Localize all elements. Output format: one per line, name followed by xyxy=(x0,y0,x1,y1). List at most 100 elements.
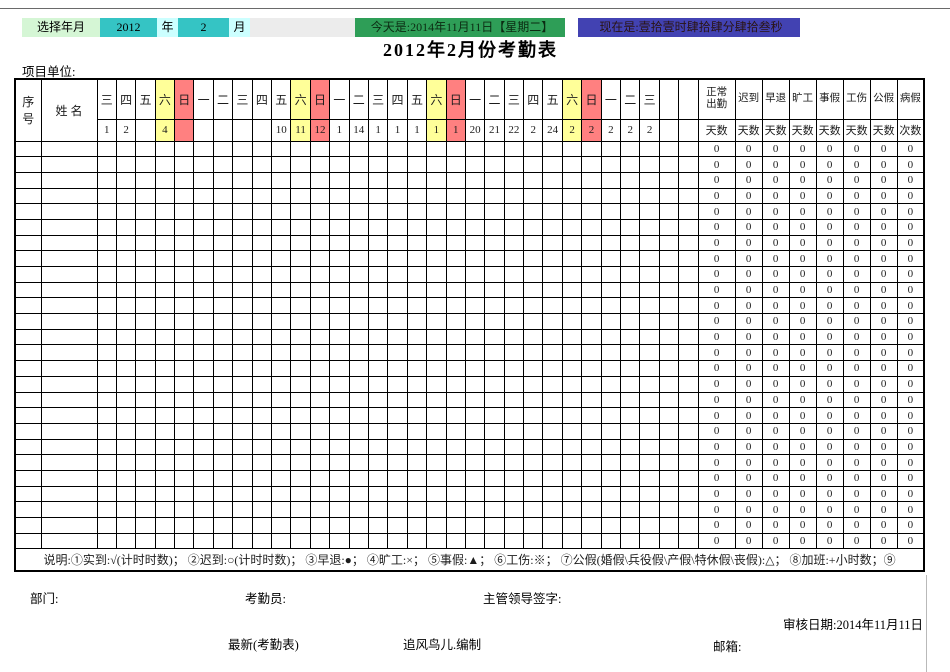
stat-value-cell[interactable]: 0 xyxy=(761,281,790,299)
day-mark-cell[interactable] xyxy=(271,375,292,393)
day-mark-cell[interactable] xyxy=(445,297,466,315)
day-mark-cell[interactable] xyxy=(464,454,486,471)
name-cell[interactable] xyxy=(40,234,98,252)
day-mark-cell[interactable] xyxy=(232,266,253,283)
day-mark-cell[interactable] xyxy=(406,344,428,362)
day-mark-cell[interactable] xyxy=(561,422,583,440)
day-mark-cell[interactable] xyxy=(561,469,583,487)
day-mark-cell[interactable] xyxy=(445,517,466,534)
day-mark-cell[interactable] xyxy=(348,407,369,424)
day-mark-cell[interactable] xyxy=(212,250,234,267)
day-mark-cell[interactable] xyxy=(348,532,369,550)
day-mark-cell[interactable] xyxy=(271,422,292,440)
day-mark-cell[interactable] xyxy=(271,517,292,534)
stat-value-cell[interactable]: 0 xyxy=(734,469,763,487)
day-mark-cell[interactable] xyxy=(464,250,486,267)
day-mark-cell[interactable] xyxy=(251,438,273,456)
stat-value-cell[interactable]: 0 xyxy=(869,250,898,267)
stat-value-cell[interactable]: 0 xyxy=(761,344,790,362)
day-mark-cell[interactable] xyxy=(658,454,680,471)
day-mark-cell[interactable] xyxy=(309,171,331,189)
stat-value-cell[interactable]: 0 xyxy=(842,250,871,267)
day-mark-cell[interactable] xyxy=(367,281,389,299)
day-mark-cell[interactable] xyxy=(503,250,525,267)
day-mark-cell[interactable] xyxy=(115,407,137,424)
day-mark-cell[interactable] xyxy=(503,187,525,205)
day-mark-cell[interactable] xyxy=(96,234,117,252)
day-mark-cell[interactable] xyxy=(193,407,214,424)
name-cell[interactable] xyxy=(40,156,98,173)
stat-value-cell[interactable]: 0 xyxy=(788,234,817,252)
day-mark-cell[interactable] xyxy=(600,485,622,503)
day-mark-cell[interactable] xyxy=(174,328,195,346)
day-mark-cell[interactable] xyxy=(387,203,408,220)
day-mark-cell[interactable] xyxy=(503,344,525,362)
day-mark-cell[interactable] xyxy=(290,438,311,456)
day-mark-cell[interactable] xyxy=(329,250,350,267)
weekday-header-cell[interactable]: 六 xyxy=(290,78,311,120)
day-mark-cell[interactable] xyxy=(503,454,525,471)
day-mark-cell[interactable] xyxy=(426,532,447,550)
day-mark-cell[interactable] xyxy=(232,375,253,393)
day-mark-cell[interactable] xyxy=(367,203,389,220)
day-mark-cell[interactable] xyxy=(464,313,486,330)
day-mark-cell[interactable] xyxy=(367,187,389,205)
day-mark-cell[interactable] xyxy=(367,266,389,283)
day-mark-cell[interactable] xyxy=(232,313,253,330)
stat-unit-cell[interactable]: 天数 xyxy=(842,118,871,142)
day-mark-cell[interactable] xyxy=(658,407,680,424)
day-mark-cell[interactable] xyxy=(212,281,234,299)
day-mark-cell[interactable] xyxy=(484,281,505,299)
seq-cell[interactable] xyxy=(14,234,42,252)
stat-value-cell[interactable]: 0 xyxy=(734,313,763,330)
day-mark-cell[interactable] xyxy=(290,281,311,299)
day-mark-cell[interactable] xyxy=(581,140,602,158)
day-mark-cell[interactable] xyxy=(464,407,486,424)
day-mark-cell[interactable] xyxy=(484,517,505,534)
day-mark-cell[interactable] xyxy=(290,532,311,550)
day-mark-cell[interactable] xyxy=(484,469,505,487)
day-mark-cell[interactable] xyxy=(600,156,622,173)
day-mark-cell[interactable] xyxy=(154,501,176,518)
day-mark-cell[interactable] xyxy=(620,234,641,252)
day-mark-cell[interactable] xyxy=(115,328,137,346)
day-mark-cell[interactable] xyxy=(658,203,680,220)
day-mark-cell[interactable] xyxy=(212,218,234,236)
weekday-header-cell[interactable]: 三 xyxy=(232,78,253,120)
day-mark-cell[interactable] xyxy=(348,156,369,173)
day-mark-cell[interactable] xyxy=(406,266,428,283)
day-mark-cell[interactable] xyxy=(290,391,311,409)
stat-value-cell[interactable]: 0 xyxy=(815,360,844,377)
stat-value-cell[interactable]: 0 xyxy=(815,328,844,346)
stat-value-cell[interactable]: 0 xyxy=(815,375,844,393)
name-cell[interactable] xyxy=(40,438,98,456)
day-mark-cell[interactable] xyxy=(251,422,273,440)
day-mark-cell[interactable] xyxy=(387,328,408,346)
day-mark-cell[interactable] xyxy=(135,517,156,534)
day-mark-cell[interactable] xyxy=(600,501,622,518)
date-header-cell[interactable] xyxy=(135,118,156,142)
day-mark-cell[interactable] xyxy=(193,375,214,393)
day-mark-cell[interactable] xyxy=(561,438,583,456)
day-mark-cell[interactable] xyxy=(387,313,408,330)
stat-value-cell[interactable]: 0 xyxy=(869,266,898,283)
day-mark-cell[interactable] xyxy=(503,234,525,252)
name-cell[interactable] xyxy=(40,517,98,534)
day-mark-cell[interactable] xyxy=(600,438,622,456)
day-mark-cell[interactable] xyxy=(309,501,331,518)
stat-header-cell[interactable]: 病假 xyxy=(896,78,925,120)
day-mark-cell[interactable] xyxy=(406,485,428,503)
day-mark-cell[interactable] xyxy=(348,438,369,456)
day-mark-cell[interactable] xyxy=(542,407,563,424)
date-header-cell[interactable]: 14 xyxy=(348,118,369,142)
day-mark-cell[interactable] xyxy=(135,187,156,205)
day-mark-cell[interactable] xyxy=(154,218,176,236)
day-mark-cell[interactable] xyxy=(329,344,350,362)
day-mark-cell[interactable] xyxy=(387,187,408,205)
day-mark-cell[interactable] xyxy=(174,375,195,393)
day-mark-cell[interactable] xyxy=(464,438,486,456)
stat-value-cell[interactable]: 0 xyxy=(896,156,925,173)
day-mark-cell[interactable] xyxy=(678,234,699,252)
day-mark-cell[interactable] xyxy=(503,517,525,534)
day-mark-cell[interactable] xyxy=(96,360,117,377)
